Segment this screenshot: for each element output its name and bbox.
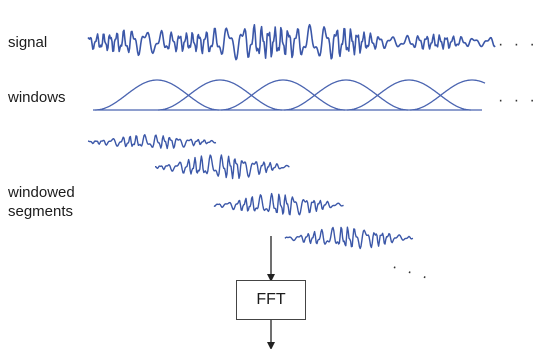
window-curve [284, 79, 408, 111]
windowed-segment-1 [87, 134, 217, 150]
window-curve [410, 79, 486, 111]
window-curve [221, 79, 345, 111]
windowed-segment-4 [284, 226, 414, 250]
windowed-segments-label-line2: segments [8, 203, 74, 220]
fft-label: FFT [256, 291, 286, 308]
fft-block: FFT [236, 280, 306, 320]
windowed-segment-3 [213, 192, 344, 216]
window-curve [95, 79, 219, 111]
window-functions [95, 79, 486, 111]
signal-label: signal [8, 34, 48, 51]
signal-ellipsis: · · · [498, 36, 533, 53]
windows-label: windows [8, 89, 66, 106]
windowed-segments-label-line1: windowed [8, 184, 75, 201]
windows-ellipsis: · · · [498, 92, 533, 109]
window-curve [158, 79, 282, 111]
window-curve [347, 79, 471, 111]
windowed-segment-2 [155, 154, 290, 180]
signal-waveform [87, 23, 496, 61]
windowed-segments [87, 134, 414, 250]
